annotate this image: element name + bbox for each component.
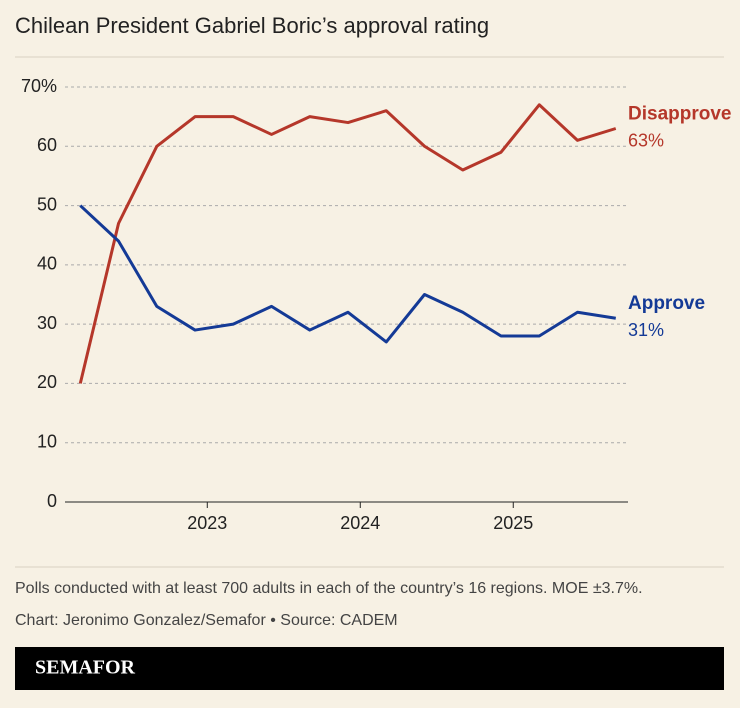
- chart-title: Chilean President Gabriel Boric’s approv…: [15, 13, 489, 38]
- y-tick-label: 20: [37, 372, 57, 392]
- y-tick-label: 0: [47, 491, 57, 511]
- x-tick-label: 2023: [187, 513, 227, 533]
- note: Polls conducted with at least 700 adults…: [15, 580, 643, 597]
- brand: SEMAFOR: [35, 657, 136, 679]
- series-line: [78, 103, 617, 384]
- brand-bar: [15, 647, 724, 690]
- value-label: 31%: [628, 320, 664, 340]
- y-tick-label: 70%: [21, 76, 57, 96]
- x-tick-label: 2025: [493, 513, 533, 533]
- series-line: [79, 204, 616, 344]
- value-label: 63%: [628, 130, 664, 150]
- y-tick-label: 50: [37, 194, 57, 214]
- y-tick-label: 40: [37, 254, 57, 274]
- y-tick-label: 60: [37, 135, 57, 155]
- legend-entry: Approve: [628, 293, 705, 314]
- y-tick-label: 30: [37, 313, 57, 333]
- credit: Chart: Jeronimo Gonzalez/Semafor • Sourc…: [15, 612, 398, 629]
- legend-entry: Disapprove: [628, 104, 731, 125]
- x-tick-label: 2024: [340, 513, 380, 533]
- y-tick-label: 10: [37, 431, 57, 451]
